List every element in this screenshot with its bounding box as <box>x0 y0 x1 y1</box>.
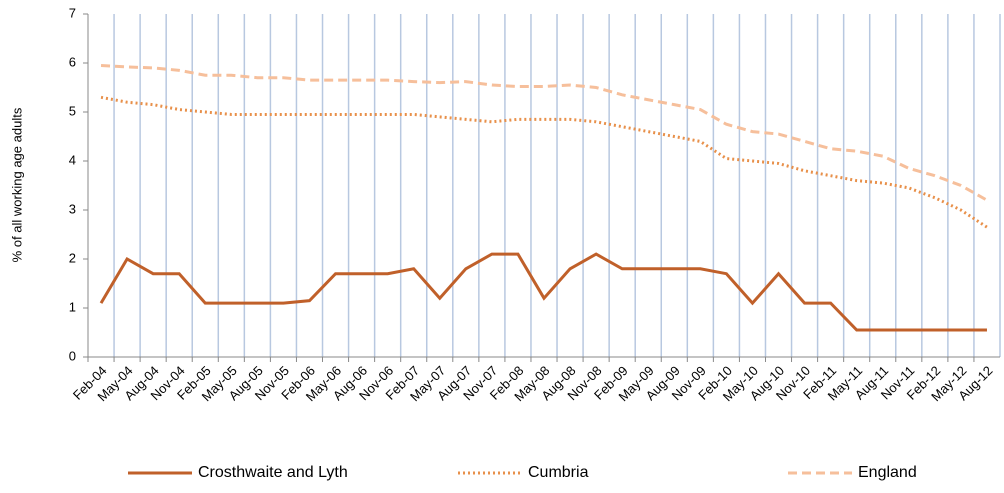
legend-label: Crosthwaite and Lyth <box>198 464 348 481</box>
y-axis-label: % of all working age adults <box>9 107 24 262</box>
series-line <box>100 63 988 202</box>
series-line <box>100 95 988 229</box>
y-tick-label: 5 <box>69 103 76 118</box>
y-tick-label: 4 <box>69 152 76 167</box>
y-tick-label: 2 <box>69 250 76 265</box>
y-tick-label: 6 <box>69 54 76 69</box>
legend-label: Cumbria <box>528 464 589 481</box>
legend-label: England <box>858 464 917 481</box>
series-line <box>99 252 987 332</box>
y-tick-label: 0 <box>69 348 76 363</box>
y-tick-label: 7 <box>69 5 76 20</box>
y-tick-label: 1 <box>69 299 76 314</box>
y-tick-label: 3 <box>69 201 76 216</box>
